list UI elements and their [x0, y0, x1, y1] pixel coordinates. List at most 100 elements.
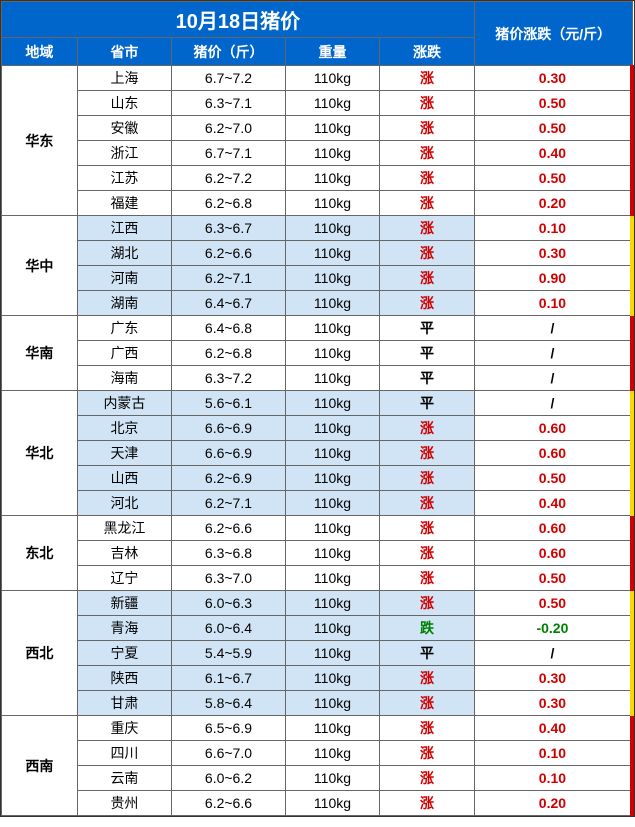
- header-change: 猪价涨跌（元/斤）: [474, 2, 632, 66]
- price-cell: 6.2~7.0: [172, 116, 285, 141]
- price-cell: 6.7~7.1: [172, 141, 285, 166]
- province-cell: 山西: [77, 466, 172, 491]
- trend-cell: 平: [380, 316, 475, 341]
- change-cell: 0.60: [474, 416, 632, 441]
- province-cell: 甘肃: [77, 691, 172, 716]
- table-row: 四川6.6~7.0110kg涨0.10: [2, 741, 633, 766]
- change-cell: 0.50: [474, 591, 632, 616]
- table-row: 辽宁6.3~7.0110kg涨0.50: [2, 566, 633, 591]
- price-table-container: 10月18日猪价 猪价涨跌（元/斤） 地域 省市 猪价（斤） 重量 涨跌 华东上…: [0, 0, 635, 817]
- change-cell: 0.50: [474, 166, 632, 191]
- province-cell: 新疆: [77, 591, 172, 616]
- table-row: 贵州6.2~6.6110kg涨0.20: [2, 791, 633, 816]
- province-cell: 重庆: [77, 716, 172, 741]
- weight-cell: 110kg: [285, 541, 380, 566]
- region-cell: 华中: [2, 216, 78, 316]
- price-cell: 6.3~7.1: [172, 91, 285, 116]
- change-cell: 0.30: [474, 666, 632, 691]
- price-cell: 6.6~6.9: [172, 441, 285, 466]
- change-cell: /: [474, 391, 632, 416]
- trend-cell: 涨: [380, 791, 475, 816]
- region-cell: 华北: [2, 391, 78, 516]
- trend-cell: 涨: [380, 191, 475, 216]
- trend-cell: 涨: [380, 66, 475, 91]
- price-cell: 6.0~6.3: [172, 591, 285, 616]
- table-row: 甘肃5.8~6.4110kg涨0.30: [2, 691, 633, 716]
- weight-cell: 110kg: [285, 191, 380, 216]
- change-cell: 0.10: [474, 216, 632, 241]
- table-row: 河南6.2~7.1110kg涨0.90: [2, 266, 633, 291]
- price-cell: 6.4~6.8: [172, 316, 285, 341]
- trend-cell: 涨: [380, 166, 475, 191]
- weight-cell: 110kg: [285, 666, 380, 691]
- table-row: 湖南6.4~6.7110kg涨0.10: [2, 291, 633, 316]
- weight-cell: 110kg: [285, 766, 380, 791]
- price-cell: 6.1~6.7: [172, 666, 285, 691]
- price-cell: 5.6~6.1: [172, 391, 285, 416]
- change-cell: 0.40: [474, 141, 632, 166]
- table-row: 青海6.0~6.4110kg跌-0.20: [2, 616, 633, 641]
- trend-cell: 平: [380, 366, 475, 391]
- price-cell: 6.2~6.6: [172, 516, 285, 541]
- price-cell: 6.0~6.2: [172, 766, 285, 791]
- change-cell: 0.40: [474, 491, 632, 516]
- table-row: 云南6.0~6.2110kg涨0.10: [2, 766, 633, 791]
- province-cell: 宁夏: [77, 641, 172, 666]
- province-cell: 陕西: [77, 666, 172, 691]
- change-cell: 0.30: [474, 691, 632, 716]
- weight-cell: 110kg: [285, 566, 380, 591]
- table-row: 天津6.6~6.9110kg涨0.60: [2, 441, 633, 466]
- province-cell: 山东: [77, 91, 172, 116]
- price-cell: 6.2~6.6: [172, 791, 285, 816]
- header-weight: 重量: [285, 38, 380, 66]
- trend-cell: 涨: [380, 441, 475, 466]
- table-row: 宁夏5.4~5.9110kg平/: [2, 641, 633, 666]
- weight-cell: 110kg: [285, 66, 380, 91]
- change-cell: 0.60: [474, 441, 632, 466]
- change-cell: 0.10: [474, 741, 632, 766]
- province-cell: 天津: [77, 441, 172, 466]
- table-row: 陕西6.1~6.7110kg涨0.30: [2, 666, 633, 691]
- province-cell: 广西: [77, 341, 172, 366]
- price-cell: 6.3~6.8: [172, 541, 285, 566]
- table-body: 华东上海6.7~7.2110kg涨0.30山东6.3~7.1110kg涨0.50…: [2, 66, 633, 816]
- change-cell: 0.50: [474, 466, 632, 491]
- region-cell: 西北: [2, 591, 78, 716]
- trend-cell: 涨: [380, 216, 475, 241]
- change-cell: 0.40: [474, 716, 632, 741]
- region-cell: 华南: [2, 316, 78, 391]
- trend-cell: 涨: [380, 541, 475, 566]
- table-row: 河北6.2~7.1110kg涨0.40: [2, 491, 633, 516]
- province-cell: 广东: [77, 316, 172, 341]
- price-cell: 6.6~7.0: [172, 741, 285, 766]
- table-row: 福建6.2~6.8110kg涨0.20: [2, 191, 633, 216]
- province-cell: 湖南: [77, 291, 172, 316]
- table-row: 安徽6.2~7.0110kg涨0.50: [2, 116, 633, 141]
- province-cell: 江苏: [77, 166, 172, 191]
- trend-cell: 涨: [380, 416, 475, 441]
- change-cell: /: [474, 316, 632, 341]
- change-cell: 0.50: [474, 566, 632, 591]
- change-cell: /: [474, 341, 632, 366]
- weight-cell: 110kg: [285, 516, 380, 541]
- province-cell: 内蒙古: [77, 391, 172, 416]
- price-cell: 6.3~6.7: [172, 216, 285, 241]
- trend-cell: 涨: [380, 141, 475, 166]
- province-cell: 河南: [77, 266, 172, 291]
- trend-cell: 平: [380, 641, 475, 666]
- province-cell: 上海: [77, 66, 172, 91]
- table-row: 浙江6.7~7.1110kg涨0.40: [2, 141, 633, 166]
- weight-cell: 110kg: [285, 391, 380, 416]
- table-head: 10月18日猪价 猪价涨跌（元/斤） 地域 省市 猪价（斤） 重量 涨跌: [2, 2, 633, 66]
- change-cell: /: [474, 366, 632, 391]
- weight-cell: 110kg: [285, 491, 380, 516]
- price-cell: 5.4~5.9: [172, 641, 285, 666]
- trend-cell: 涨: [380, 491, 475, 516]
- change-cell: 0.20: [474, 791, 632, 816]
- change-cell: 0.90: [474, 266, 632, 291]
- province-cell: 浙江: [77, 141, 172, 166]
- table-row: 东北黑龙江6.2~6.6110kg涨0.60: [2, 516, 633, 541]
- trend-cell: 涨: [380, 666, 475, 691]
- table-row: 北京6.6~6.9110kg涨0.60: [2, 416, 633, 441]
- trend-cell: 涨: [380, 116, 475, 141]
